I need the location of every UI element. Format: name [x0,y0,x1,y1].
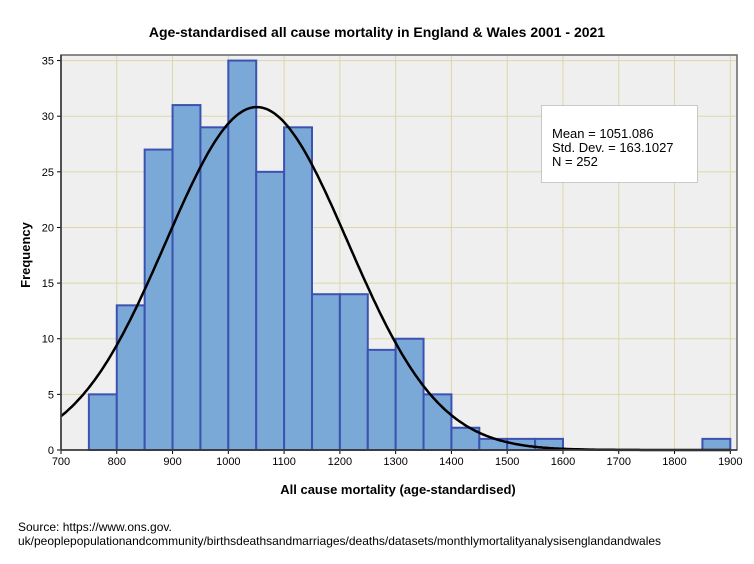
histogram-bar [87,393,118,452]
histogram-bar [227,59,258,451]
source-line-1: Source: https://www.ons.gov. [18,520,172,534]
x-tick-label: 1800 [662,456,686,468]
y-tick-label: 25 [42,167,54,179]
y-tick-label: 15 [42,278,54,290]
histogram-bar [310,293,341,451]
x-axis-label: All cause mortality (age-standardised) [280,482,516,497]
x-tick-label: 800 [108,456,126,468]
histogram-bar [199,126,230,451]
histogram-bar [115,304,146,451]
histogram-bar [143,148,174,452]
x-tick-label: 1400 [439,456,463,468]
histogram-bar [171,104,202,451]
y-tick-label: 30 [42,111,54,123]
x-tick-label: 700 [52,456,70,468]
histogram-bar [283,126,313,451]
x-tick-label: 900 [163,456,181,468]
y-axis-label: Frequency [18,221,33,288]
histogram-bar [701,437,732,451]
y-tick-label: 5 [48,389,54,401]
y-tick-label: 20 [42,222,54,234]
stat-std-dev: Std. Dev. = 163.1027 [552,140,674,155]
stat-mean: Mean = 1051.086 [552,126,654,141]
x-tick-label: 1700 [607,456,631,468]
source-line-2: uk/peoplepopulationandcommunity/birthsde… [18,534,662,548]
histogram-bar [394,337,425,451]
stats-legend-box: Mean = 1051.086 Std. Dev. = 163.1027 N =… [541,105,698,183]
x-tick-label: 1000 [216,456,240,468]
y-tick-label: 0 [48,445,54,457]
histogram-bar [366,348,397,452]
y-tick-label: 10 [42,334,54,346]
chart-title: Age-standardised all cause mortality in … [149,24,605,40]
histogram-bar [255,170,286,451]
x-tick-label: 1900 [718,456,742,468]
source-note: Source: https://www.ons.gov. uk/peoplepo… [18,520,661,548]
x-tick-label: 1300 [383,456,407,468]
histogram-bar [338,293,369,451]
x-tick-label: 1100 [272,456,296,468]
stat-n: N = 252 [552,154,598,169]
x-tick-label: 1600 [551,456,575,468]
y-tick-label: 35 [42,56,54,68]
x-tick-label: 1500 [495,456,519,468]
x-tick-label: 1200 [328,456,352,468]
